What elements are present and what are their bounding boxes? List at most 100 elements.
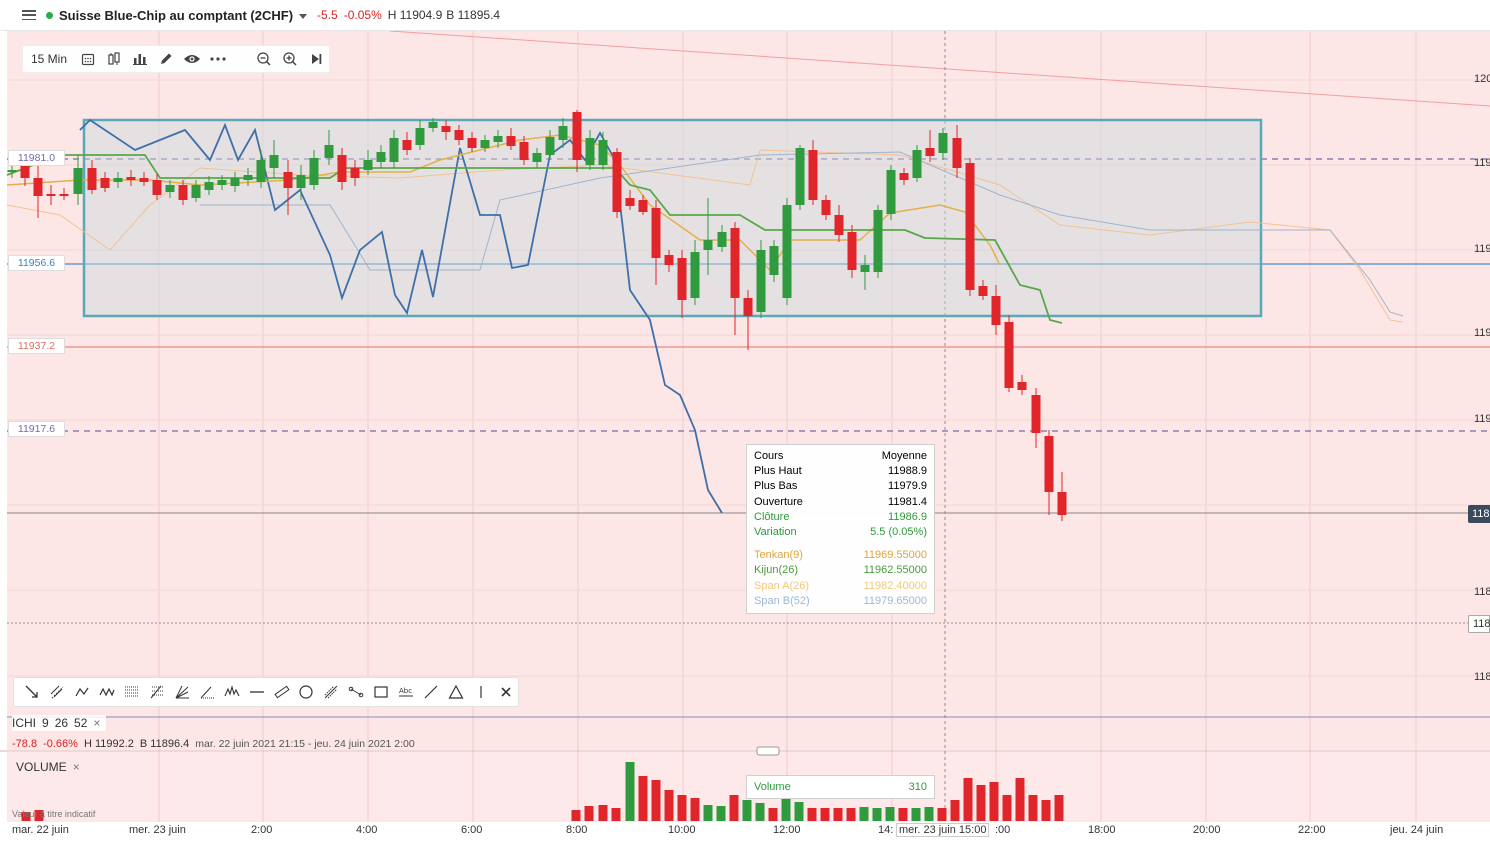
candle-body <box>256 160 266 182</box>
trend-line-icon[interactable] <box>20 680 45 704</box>
chart-background <box>7 31 1490 750</box>
volume-bar <box>664 790 674 821</box>
tooltip-label: Clôture <box>754 510 790 523</box>
bar-chart-icon[interactable] <box>127 46 153 72</box>
pattern-icon[interactable] <box>219 680 244 704</box>
volume-tooltip-label: Volume <box>754 781 791 793</box>
close-icon[interactable] <box>493 680 518 704</box>
candle-body <box>87 168 97 190</box>
tooltip-indicator-label: Kijun(26) <box>754 564 799 577</box>
volume-bar <box>21 812 31 821</box>
volume-bar <box>584 806 594 821</box>
fibonacci-icon[interactable] <box>145 680 170 704</box>
ichimoku-legend: ICHI 9 26 52 × <box>12 715 107 731</box>
x-axis-label: 10:00 <box>668 824 696 836</box>
candle-body <box>717 232 727 247</box>
volume-label[interactable]: VOLUME <box>16 760 67 774</box>
candle-body <box>113 178 123 182</box>
volume-bar <box>911 808 921 821</box>
pitchfork-icon[interactable] <box>319 680 344 704</box>
candle-body <box>204 182 214 190</box>
pane-resize-handle <box>756 746 780 756</box>
tooltip-header-right: Moyenne <box>881 450 927 462</box>
candle-body <box>73 168 83 194</box>
instrument-title[interactable]: Suisse Blue-Chip au comptant (2CHF) <box>59 7 294 23</box>
last-price-tag: 118 <box>1468 615 1490 633</box>
angle-icon[interactable] <box>194 680 219 704</box>
candle-body <box>991 296 1001 325</box>
more-icon[interactable] <box>205 46 231 72</box>
x-axis-label: 6:00 <box>461 824 483 836</box>
volume-bar <box>1015 778 1025 821</box>
span-a-line <box>6 149 1404 323</box>
calendar-icon[interactable] <box>75 46 101 72</box>
tooltip-value: 5.5 (0.05%) <box>870 526 927 539</box>
ruler-icon[interactable] <box>269 680 294 704</box>
y-axis-label: 119 <box>1474 157 1490 169</box>
skip-end-icon[interactable] <box>303 46 329 72</box>
close-icon[interactable]: × <box>93 716 101 730</box>
candle-body <box>782 205 792 298</box>
candle-body <box>834 215 844 235</box>
rectangle-icon[interactable] <box>369 680 394 704</box>
ohlc-tooltip: Cours Moyenne Plus Haut 11988.9 Plus Bas 11… <box>746 444 935 614</box>
vertical-line-icon[interactable] <box>468 680 493 704</box>
pencil-icon[interactable] <box>153 46 179 72</box>
candle-body <box>33 178 43 196</box>
volume-bar <box>638 776 648 821</box>
volume-bar <box>820 808 830 821</box>
horizontal-line-icon[interactable] <box>244 680 269 704</box>
horizontal-lines-icon[interactable] <box>120 680 145 704</box>
price-chart[interactable] <box>0 31 1490 848</box>
candle-body <box>165 185 175 192</box>
eye-icon[interactable] <box>179 46 205 72</box>
candle-body <box>532 153 542 162</box>
ichimoku-label[interactable]: ICHI <box>12 716 36 730</box>
candle-body <box>1004 322 1014 388</box>
candle-body <box>506 136 516 146</box>
candle-body <box>152 180 162 195</box>
candle-body <box>965 163 975 290</box>
path-icon[interactable] <box>344 680 369 704</box>
zoom-in-icon[interactable] <box>277 46 303 72</box>
volume-bar <box>755 803 765 821</box>
x-axis-label: 4:00 <box>356 824 378 836</box>
candle-body <box>625 198 635 206</box>
y-axis-label: 118 <box>1474 586 1490 598</box>
candle-body <box>1044 436 1054 492</box>
selection-rectangle <box>82 118 1263 318</box>
x-axis-label: 8:00 <box>566 824 588 836</box>
range-low: B 11896.4 <box>139 738 190 750</box>
zigzag-icon[interactable] <box>95 680 120 704</box>
candle-body <box>899 173 909 180</box>
polyline-icon[interactable] <box>70 680 95 704</box>
chevron-down-icon[interactable] <box>299 13 308 19</box>
line-icon[interactable] <box>419 680 444 704</box>
circle-icon[interactable] <box>294 680 319 704</box>
candle-body <box>389 138 399 162</box>
candle-body <box>7 170 17 172</box>
market-status-dot <box>46 11 53 19</box>
trend-line <box>389 31 1490 107</box>
candle-body <box>243 175 253 180</box>
tooltip-value: 11981.4 <box>888 495 927 508</box>
volume-bar <box>611 808 621 821</box>
crosshair-time-label: mer. 23 juin 15:00 <box>896 823 990 837</box>
ichimoku-param: 9 <box>42 716 49 730</box>
candles-icon[interactable] <box>101 46 127 72</box>
interval-selector[interactable]: 15 Min <box>31 52 68 66</box>
close-icon[interactable]: × <box>72 760 80 774</box>
text-icon[interactable]: Abc <box>394 680 419 704</box>
volume-bar <box>989 782 999 821</box>
candle-body <box>126 177 136 180</box>
kijun-line <box>6 154 1063 324</box>
volume-bar <box>859 807 869 821</box>
parallel-channel-icon[interactable] <box>45 680 70 704</box>
candle-body <box>585 138 595 165</box>
x-axis-label: :00 <box>995 824 1011 836</box>
zoom-out-icon[interactable] <box>251 46 277 72</box>
hamburger-menu-icon[interactable] <box>22 10 36 20</box>
triangle-icon[interactable] <box>443 680 468 704</box>
fan-icon[interactable] <box>169 680 194 704</box>
date-range: mar. 22 juin 2021 21:15 - jeu. 24 juin 2… <box>195 738 415 750</box>
